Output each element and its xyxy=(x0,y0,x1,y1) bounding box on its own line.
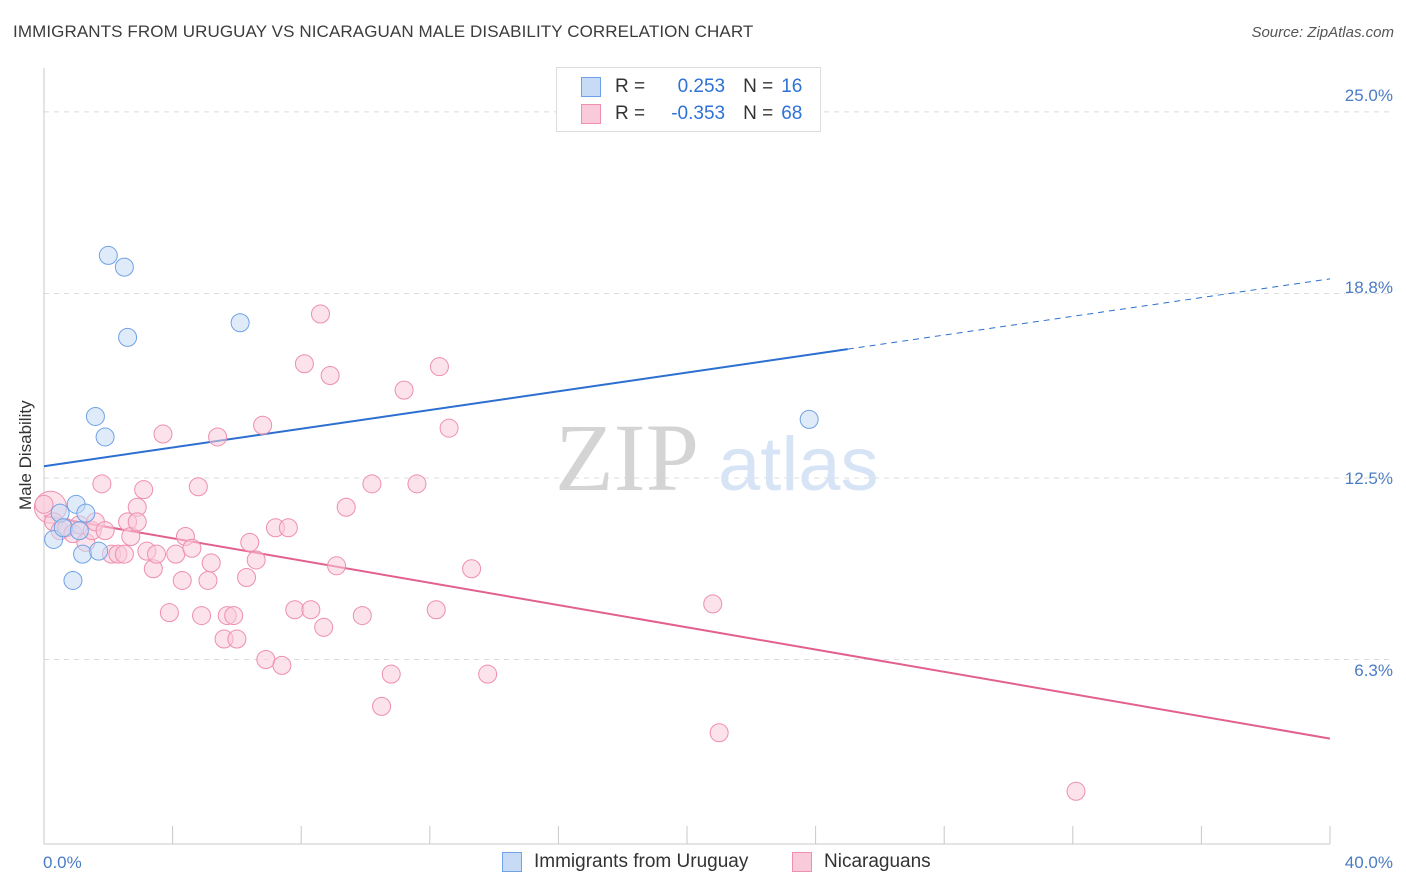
data-point-nicaraguans xyxy=(240,532,260,552)
data-point-nicaraguans xyxy=(478,664,498,684)
data-point-nicaraguans xyxy=(153,424,173,444)
bottom-legend-swatch-uruguay xyxy=(502,852,522,872)
x-tick-label-max: 40.0% xyxy=(1344,853,1393,872)
legend-n-value: 68 xyxy=(781,103,803,124)
data-point-nicaraguans xyxy=(439,418,459,438)
data-point-nicaraguans xyxy=(188,477,208,497)
y-tick-label: 6.3% xyxy=(1354,661,1393,680)
bottom-legend-uruguay: Immigrants from Uruguay xyxy=(502,851,748,873)
data-point-nicaraguans xyxy=(301,600,321,620)
bottom-legend-label-nicaraguans: Nicaraguans xyxy=(824,851,931,872)
bottom-legend-label-uruguay: Immigrants from Uruguay xyxy=(534,851,749,872)
data-point-nicaraguans xyxy=(92,474,112,494)
data-point-nicaraguans xyxy=(127,512,147,532)
data-point-nicaraguans xyxy=(134,480,154,500)
data-point-nicaraguans xyxy=(253,415,273,435)
data-point-nicaraguans xyxy=(294,354,314,374)
data-point-nicaraguans xyxy=(462,559,482,579)
data-point-nicaraguans xyxy=(703,594,723,614)
data-point-nicaraguans xyxy=(381,664,401,684)
trend-line-extension-0 xyxy=(847,278,1331,350)
trend-line-1 xyxy=(43,515,1331,740)
legend-row-uruguay: R = 0.253 N = 16 xyxy=(581,75,802,99)
bottom-legend-swatch-nicaraguans xyxy=(792,852,812,872)
data-point-nicaraguans xyxy=(285,600,305,620)
bottom-legend-nicaraguans: Nicaraguans xyxy=(792,851,931,873)
data-point-nicaraguans xyxy=(426,600,446,620)
legend-n-value: 16 xyxy=(781,76,803,97)
data-point-uruguay xyxy=(85,406,105,426)
data-point-nicaraguans xyxy=(34,494,54,514)
data-point-nicaraguans xyxy=(198,570,218,590)
data-point-nicaraguans xyxy=(256,650,276,670)
data-point-nicaraguans xyxy=(278,518,298,538)
data-point-nicaraguans xyxy=(327,556,347,576)
trend-line-0 xyxy=(43,348,848,468)
y-tick-label: 18.8% xyxy=(1344,278,1393,297)
watermark-atlas: atlas xyxy=(718,422,879,507)
legend-box: R = 0.253 N = 16 R = -0.353 N = 68 xyxy=(556,67,821,132)
data-point-nicaraguans xyxy=(429,357,449,377)
data-point-nicaraguans xyxy=(227,629,247,649)
data-point-uruguay xyxy=(76,503,96,523)
data-point-uruguay xyxy=(98,245,118,265)
y-tick-label: 25.0% xyxy=(1344,86,1393,105)
data-point-nicaraguans xyxy=(407,474,427,494)
data-point-nicaraguans xyxy=(310,304,330,324)
data-point-nicaraguans xyxy=(192,606,212,626)
data-point-uruguay xyxy=(73,544,93,564)
data-point-nicaraguans xyxy=(394,380,414,400)
data-point-nicaraguans xyxy=(159,603,179,623)
data-point-nicaraguans xyxy=(352,606,372,626)
data-point-nicaraguans xyxy=(208,427,228,447)
data-point-nicaraguans xyxy=(1066,781,1086,801)
chart-title: IMMIGRANTS FROM URUGUAY VS NICARAGUAN MA… xyxy=(13,22,754,41)
axes xyxy=(43,68,1331,845)
watermark-zip: ZIP xyxy=(555,404,699,511)
data-point-nicaraguans xyxy=(147,544,167,564)
data-point-nicaraguans xyxy=(224,606,244,626)
data-point-nicaraguans xyxy=(246,550,266,570)
y-tick-label: 12.5% xyxy=(1344,469,1393,488)
source-label: Source: ZipAtlas.com xyxy=(1251,24,1394,41)
data-point-nicaraguans xyxy=(172,570,192,590)
data-point-nicaraguans xyxy=(320,365,340,385)
data-point-uruguay xyxy=(114,257,134,277)
data-point-nicaraguans xyxy=(201,553,221,573)
data-point-uruguay xyxy=(69,521,89,541)
legend-r-value: -0.353 xyxy=(671,103,726,124)
data-point-nicaraguans xyxy=(314,617,334,637)
data-point-uruguay xyxy=(63,570,83,590)
data-point-uruguay xyxy=(95,427,115,447)
data-point-nicaraguans xyxy=(272,655,292,675)
data-point-nicaraguans xyxy=(709,723,729,743)
legend-n-label: N = xyxy=(743,103,774,124)
data-point-nicaraguans xyxy=(166,544,186,564)
data-point-nicaraguans xyxy=(237,568,257,588)
data-point-uruguay xyxy=(53,518,73,538)
data-point-uruguay xyxy=(89,541,109,561)
legend-r-label: R = xyxy=(615,76,646,97)
legend-swatch-nicaraguans xyxy=(581,104,601,124)
data-points xyxy=(33,245,1086,801)
data-point-nicaraguans xyxy=(372,696,392,716)
legend-r-label: R = xyxy=(615,103,646,124)
x-tick-label-min: 0.0% xyxy=(43,853,82,872)
legend-n-label: N = xyxy=(743,76,774,97)
data-point-uruguay xyxy=(799,409,819,429)
legend-swatch-uruguay xyxy=(581,77,601,97)
data-point-uruguay xyxy=(118,327,138,347)
data-point-nicaraguans xyxy=(114,544,134,564)
legend-r-value: 0.253 xyxy=(677,76,726,97)
data-point-nicaraguans xyxy=(95,521,115,541)
data-point-nicaraguans xyxy=(182,538,202,558)
data-point-nicaraguans xyxy=(362,474,382,494)
data-point-uruguay xyxy=(230,313,250,333)
data-point-nicaraguans xyxy=(336,497,356,517)
legend-row-nicaraguans: R = -0.353 N = 68 xyxy=(581,102,802,126)
